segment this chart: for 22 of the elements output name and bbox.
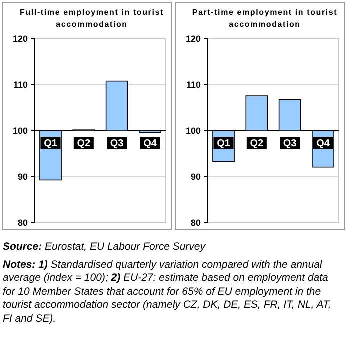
- x-tick-label: Q4: [316, 138, 330, 150]
- y-tick-label: 100: [186, 126, 201, 136]
- chart-title: Full-time employment in tourist accommodation: [20, 8, 164, 29]
- source-note: Source: Eurostat, EU Labour Force Survey: [3, 241, 206, 253]
- y-tick-label: 80: [190, 218, 201, 228]
- x-tick-label: Q1: [217, 138, 231, 150]
- x-tick-label: Q2: [77, 138, 92, 150]
- x-tick-label: Q3: [110, 138, 124, 150]
- y-tick-label: 90: [18, 172, 28, 182]
- y-tick-label: 100: [12, 126, 28, 136]
- y-tick-label: 90: [190, 172, 201, 182]
- x-tick-label: Q4: [144, 138, 158, 150]
- y-tick-label: 110: [186, 80, 201, 90]
- x-tick-label: Q2: [250, 138, 264, 150]
- y-tick-label: 120: [12, 34, 28, 44]
- text: Notes: 1) Standardised quarterly variation compared with the annual average (index = 100); 2) EU-27: estimate based on employment data for 10 Member States that account for 65% of EU employment in the tourist accommodation sector (namely CZ, DK, DE, ES, FR, IT, NL, AT, FI and SE).: [3, 258, 332, 324]
- y-tick-label: 120: [186, 34, 201, 44]
- y-tick-label: 110: [13, 80, 28, 90]
- y-tick-label: 80: [18, 218, 28, 228]
- x-tick-label: Q1: [44, 138, 58, 150]
- x-tick-label: Q3: [283, 138, 298, 150]
- chart-title: Part-time employment in tourist accommodation: [192, 8, 338, 29]
